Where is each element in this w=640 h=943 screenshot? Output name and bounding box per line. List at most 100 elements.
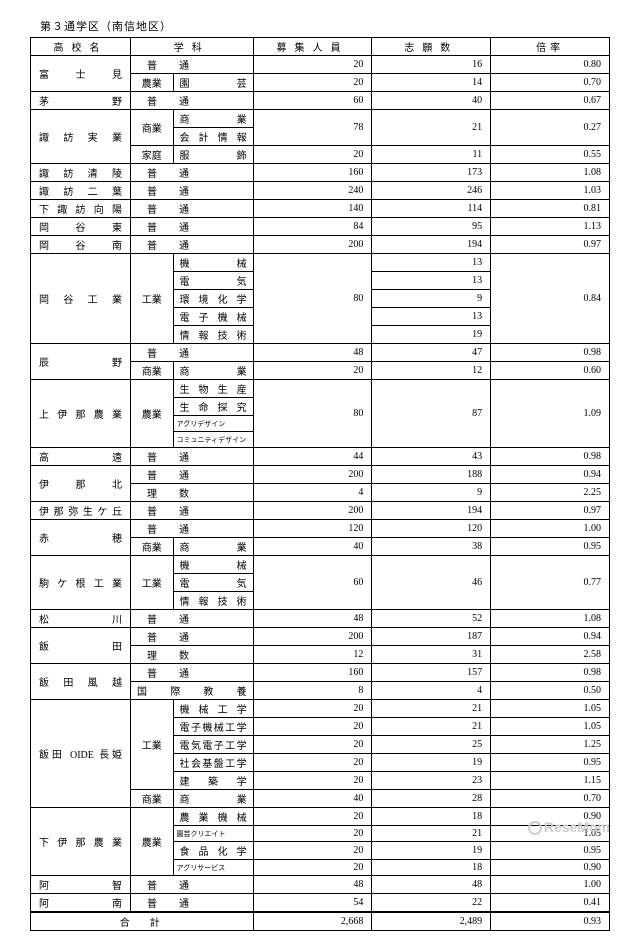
table-row: 飯田 OIDE 長姫工業機械工学20211.05	[31, 700, 610, 718]
category-cell: 普	[131, 92, 174, 110]
applicants-cell: 14	[372, 74, 491, 92]
applicants-cell: 43	[372, 448, 491, 466]
table-row: 諏訪清陵普通1601731.08	[31, 164, 610, 182]
category-cell: 普	[131, 200, 174, 218]
dept-cell: 通	[173, 236, 253, 254]
applicants-cell: 87	[372, 380, 491, 448]
dept-cell: 通	[173, 610, 253, 628]
admission-table: 高校名 学科 募集人員 志願数 倍率 富士見普通20160.80農業園芸2014…	[30, 37, 610, 931]
dept-cell: コミュニティデザイン	[173, 432, 253, 448]
dept-cell: 通	[173, 344, 253, 362]
category-cell: 普	[131, 236, 174, 254]
dept-cell: アグリデザイン	[173, 416, 253, 432]
applicants-cell: 48	[372, 876, 491, 894]
applicants-cell: 19	[372, 326, 491, 344]
table-row: 飯田普通2001870.94	[31, 628, 610, 646]
dept-cell: 電気	[173, 272, 253, 290]
applicants-cell: 21	[372, 110, 491, 146]
dept-cell: 電気電子工学	[173, 736, 253, 754]
table-row: 茅野普通60400.67	[31, 92, 610, 110]
category-cell: 普	[131, 876, 174, 894]
school-cell: 岡谷工業	[31, 254, 131, 344]
ratio-cell: 0.84	[491, 254, 610, 344]
applicants-cell: 188	[372, 466, 491, 484]
dept-cell: 社会基盤工学	[173, 754, 253, 772]
table-row: 駒ケ根工業工業機械60460.77	[31, 556, 610, 574]
ratio-cell: 1.25	[491, 736, 610, 754]
capacity-cell: 48	[253, 344, 372, 362]
dept-cell: 機械	[173, 556, 253, 574]
ratio-cell: 2.25	[491, 484, 610, 502]
capacity-cell: 48	[253, 610, 372, 628]
category-cell: 商業	[131, 110, 174, 146]
dept-cell: 通	[173, 628, 253, 646]
category-cell: 普	[131, 182, 174, 200]
school-cell: 辰野	[31, 344, 131, 380]
capacity-cell: 44	[253, 448, 372, 466]
ratio-cell: 0.67	[491, 92, 610, 110]
dept-cell: 通	[173, 200, 253, 218]
table-row: 下諏訪向陽普通1401140.81	[31, 200, 610, 218]
table-row: 下伊那農業農業農業機械20180.90	[31, 808, 610, 826]
capacity-cell: 20	[253, 718, 372, 736]
dept-cell: 情報技術	[173, 592, 253, 610]
dept-cell: 通	[173, 448, 253, 466]
dept-cell: 通	[173, 894, 253, 913]
table-row: 飯田風越普通1601570.98	[31, 664, 610, 682]
applicants-cell: 114	[372, 200, 491, 218]
category-cell: 商業	[131, 362, 174, 380]
applicants-cell: 13	[372, 254, 491, 272]
ratio-cell: 0.80	[491, 56, 610, 74]
applicants-cell: 157	[372, 664, 491, 682]
dept-cell: 商業	[173, 110, 253, 128]
dept-cell: アグリサービス	[173, 860, 253, 876]
header-school: 高校名	[31, 38, 131, 56]
dept-cell: 通	[173, 56, 253, 74]
applicants-cell: 11	[372, 146, 491, 164]
school-cell: 阿智	[31, 876, 131, 894]
capacity-cell: 120	[253, 520, 372, 538]
table-row: 諏訪二葉普通2402461.03	[31, 182, 610, 200]
dept-cell: 電子機械工学	[173, 718, 253, 736]
category-cell: 普	[131, 56, 174, 74]
applicants-cell: 120	[372, 520, 491, 538]
capacity-cell: 140	[253, 200, 372, 218]
applicants-cell: 16	[372, 56, 491, 74]
capacity-cell: 20	[253, 826, 372, 842]
school-cell: 岡谷南	[31, 236, 131, 254]
applicants-cell: 38	[372, 538, 491, 556]
applicants-cell: 4	[372, 682, 491, 700]
capacity-cell: 60	[253, 556, 372, 610]
capacity-cell: 200	[253, 502, 372, 520]
ratio-cell: 0.90	[491, 860, 610, 876]
ratio-cell: 0.97	[491, 236, 610, 254]
capacity-cell: 60	[253, 92, 372, 110]
header-applicants: 志願数	[372, 38, 491, 56]
dept-cell: 通	[173, 218, 253, 236]
ratio-cell: 0.70	[491, 74, 610, 92]
ratio-cell: 0.77	[491, 556, 610, 610]
ratio-cell: 1.08	[491, 610, 610, 628]
school-cell: 下伊那農業	[31, 808, 131, 876]
dept-cell: 情報技術	[173, 326, 253, 344]
capacity-cell: 200	[253, 628, 372, 646]
category-cell: 農業	[131, 808, 174, 876]
dept-cell: 食品化学	[173, 842, 253, 860]
dept-cell: 園芸クリエイト	[173, 826, 253, 842]
ratio-cell: 0.60	[491, 362, 610, 380]
dept-cell: 国際教養	[131, 682, 254, 700]
school-cell: 松川	[31, 610, 131, 628]
school-cell: 飯田風越	[31, 664, 131, 700]
header-row: 高校名 学科 募集人員 志願数 倍率	[31, 38, 610, 56]
school-cell: 諏訪二葉	[31, 182, 131, 200]
capacity-cell: 12	[253, 646, 372, 664]
applicants-cell: 19	[372, 842, 491, 860]
table-row: 伊那弥生ケ丘普通2001940.97	[31, 502, 610, 520]
capacity-cell: 240	[253, 182, 372, 200]
capacity-cell: 4	[253, 484, 372, 502]
dept-cell: 通	[173, 92, 253, 110]
applicants-cell: 246	[372, 182, 491, 200]
category-cell: 普	[131, 218, 174, 236]
ratio-cell: 1.03	[491, 182, 610, 200]
table-row: 阿南普通54220.41	[31, 894, 610, 913]
